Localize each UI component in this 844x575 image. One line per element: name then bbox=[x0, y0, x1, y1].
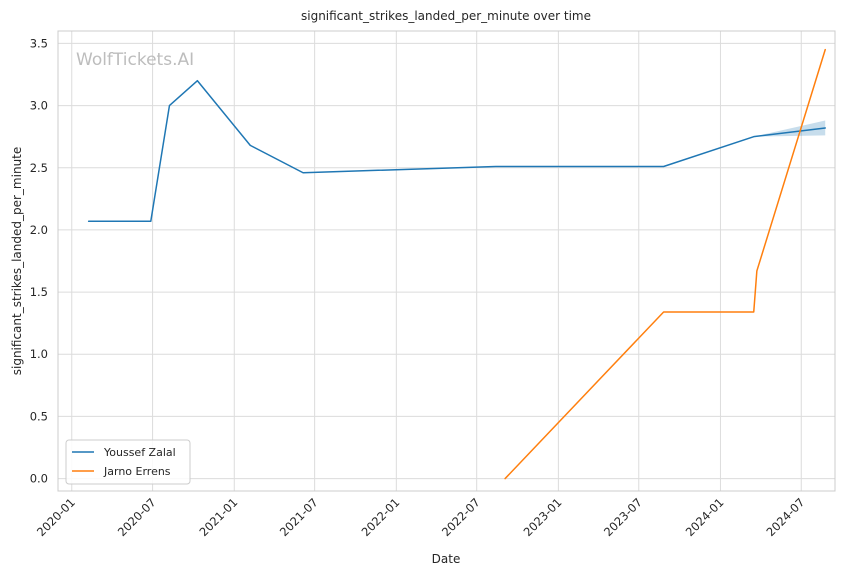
chart-title: significant_strikes_landed_per_minute ov… bbox=[301, 9, 591, 23]
watermark-text: WolfTickets.AI bbox=[76, 50, 194, 70]
y-tick-label: 1.0 bbox=[30, 347, 48, 361]
y-tick-label: 3.5 bbox=[30, 36, 48, 50]
series-line-1 bbox=[504, 48, 826, 480]
legend-label: Jarno Errens bbox=[103, 465, 171, 478]
legend-label: Youssef Zalal bbox=[103, 446, 176, 459]
y-axis-ticks: 0.0 0.5 1.0 1.5 2.0 2.5 3.0 3.5 bbox=[30, 36, 48, 485]
legend-box bbox=[65, 439, 191, 485]
y-tick-label: 2.0 bbox=[30, 223, 48, 237]
x-axis-title: Date bbox=[432, 552, 461, 566]
y-tick-label: 3.0 bbox=[30, 99, 48, 113]
plot-area-frame bbox=[57, 30, 836, 492]
y-axis-title: significant_strikes_landed_per_minute bbox=[10, 147, 24, 376]
y-tick-label: 0.5 bbox=[30, 409, 48, 423]
confidence-band-0 bbox=[753, 120, 826, 137]
series-line-0 bbox=[87, 79, 826, 222]
series-layer bbox=[87, 48, 826, 480]
legend: Youssef Zalal Jarno Errens bbox=[65, 439, 191, 485]
y-tick-label: 2.5 bbox=[30, 161, 48, 175]
y-tick-label: 0.0 bbox=[30, 472, 48, 486]
y-tick-label: 1.5 bbox=[30, 285, 48, 299]
